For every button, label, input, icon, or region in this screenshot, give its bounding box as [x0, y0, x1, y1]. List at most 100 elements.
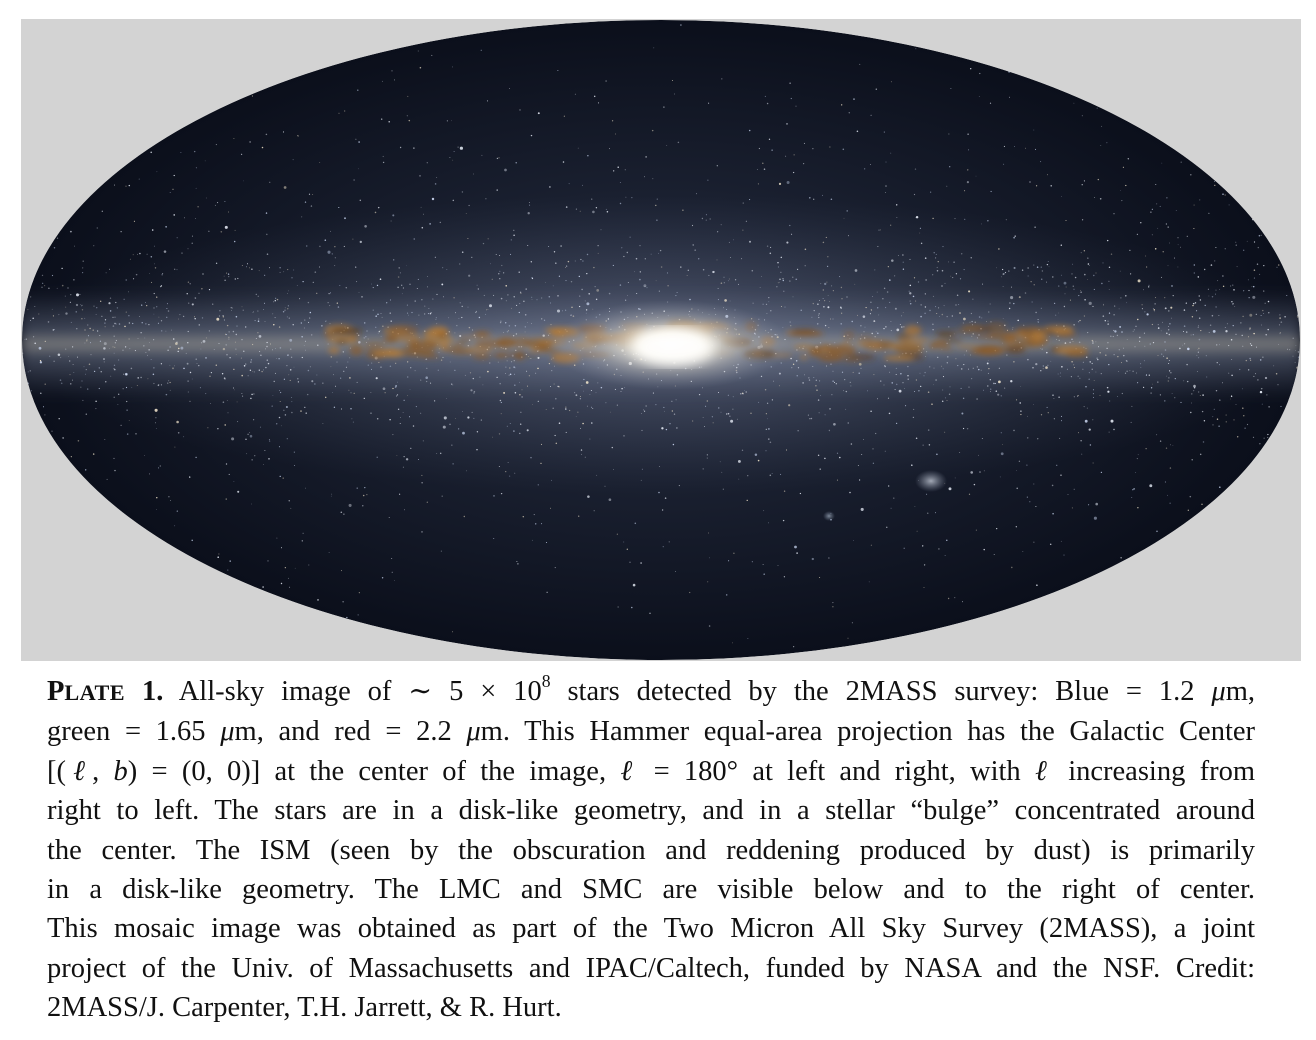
- star: [796, 349, 798, 351]
- star: [851, 320, 853, 323]
- star: [593, 510, 595, 512]
- star: [231, 310, 232, 312]
- star: [890, 507, 892, 509]
- star: [1029, 501, 1031, 503]
- star: [935, 379, 937, 381]
- star: [72, 364, 74, 365]
- star: [736, 418, 738, 420]
- star: [944, 397, 946, 399]
- star: [839, 276, 841, 278]
- star: [741, 449, 744, 451]
- star: [824, 457, 826, 460]
- star: [1198, 295, 1200, 297]
- star: [816, 389, 818, 391]
- star: [1046, 281, 1047, 283]
- star: [1035, 505, 1037, 508]
- star: [586, 253, 589, 256]
- star: [269, 267, 271, 269]
- star: [270, 343, 271, 345]
- star: [1203, 420, 1206, 422]
- star: [994, 382, 997, 385]
- star: [912, 416, 915, 419]
- star: [1060, 274, 1062, 276]
- star: [1140, 363, 1142, 365]
- star: [675, 399, 677, 401]
- star: [1099, 198, 1102, 200]
- star: [870, 301, 872, 304]
- star: [237, 421, 239, 423]
- star: [115, 323, 117, 325]
- star: [528, 202, 530, 204]
- star: [819, 576, 821, 579]
- star: [153, 367, 155, 369]
- star: [1101, 125, 1103, 127]
- star: [702, 417, 704, 418]
- star: [894, 388, 896, 391]
- star: [584, 300, 586, 302]
- star: [716, 165, 718, 167]
- star: [126, 409, 128, 411]
- star: [29, 370, 32, 372]
- star: [278, 326, 281, 328]
- star: [873, 374, 875, 376]
- star: [873, 320, 876, 323]
- star: [194, 317, 196, 320]
- star: [420, 412, 422, 414]
- star: [1206, 376, 1208, 378]
- star: [264, 274, 266, 276]
- star: [505, 322, 507, 324]
- star: [745, 220, 747, 222]
- star: [504, 168, 507, 172]
- star: [783, 290, 785, 292]
- star: [290, 507, 292, 509]
- star: [1080, 440, 1082, 442]
- star: [864, 168, 866, 170]
- star: [817, 323, 819, 325]
- star: [137, 377, 139, 379]
- star: [832, 602, 834, 604]
- star: [571, 314, 572, 316]
- star: [309, 366, 311, 368]
- star: [73, 279, 75, 281]
- star: [1148, 374, 1150, 376]
- star: [883, 131, 885, 133]
- star: [847, 235, 849, 237]
- star: [1102, 262, 1104, 264]
- star: [1255, 373, 1257, 375]
- star: [234, 229, 236, 231]
- star: [1120, 297, 1122, 299]
- star: [153, 313, 155, 315]
- star: [949, 335, 952, 337]
- star: [1104, 320, 1106, 322]
- dust-cloud: [987, 331, 1018, 340]
- star: [851, 622, 853, 624]
- figure-caption: PLATE 1. All-sky image of ∼ 5 × 108 star…: [47, 672, 1255, 1028]
- star: [346, 616, 348, 619]
- star: [1280, 405, 1282, 407]
- star: [824, 282, 827, 286]
- star: [207, 427, 209, 429]
- star: [1167, 265, 1169, 267]
- star: [1156, 203, 1158, 205]
- dust-cloud: [335, 339, 348, 344]
- star: [672, 80, 673, 81]
- star: [366, 330, 368, 332]
- star: [1050, 360, 1052, 362]
- star: [1199, 453, 1202, 456]
- star: [507, 462, 509, 463]
- star: [125, 386, 128, 389]
- star: [84, 317, 86, 319]
- star: [287, 269, 289, 271]
- star: [920, 242, 923, 245]
- star: [728, 560, 730, 562]
- star: [228, 338, 230, 340]
- star: [264, 449, 266, 451]
- star: [226, 272, 228, 274]
- star: [253, 419, 255, 421]
- star: [517, 563, 519, 565]
- star: [1156, 434, 1158, 436]
- star: [1157, 227, 1159, 229]
- star: [795, 360, 798, 362]
- star: [1253, 241, 1256, 243]
- star: [711, 416, 713, 418]
